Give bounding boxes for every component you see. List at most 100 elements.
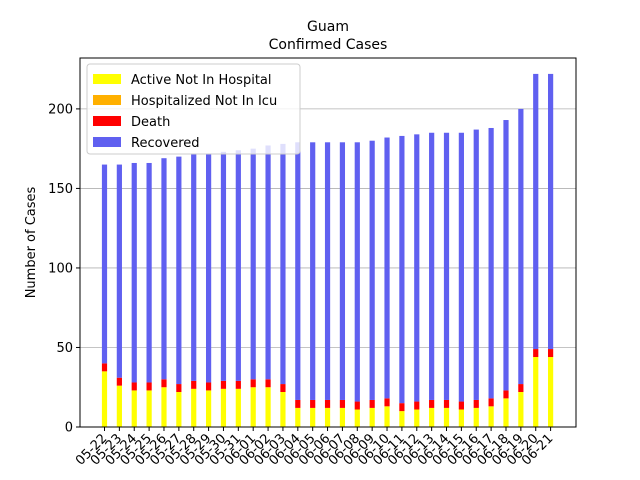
bar-segment <box>235 380 241 389</box>
bar-segment <box>220 388 227 427</box>
bar-segment <box>146 390 152 427</box>
y-tick-label: 100 <box>48 261 73 276</box>
bar-segment <box>533 73 539 350</box>
bar-segment <box>503 120 509 391</box>
bar-segment <box>295 399 301 408</box>
legend-swatch <box>93 74 121 84</box>
bar-segment <box>339 407 346 427</box>
bar-segment <box>443 399 450 408</box>
bar-segment <box>116 377 122 386</box>
legend-entry: Death <box>131 115 170 130</box>
bar-segment <box>205 390 212 427</box>
bar-segment <box>250 148 256 380</box>
bar-segment <box>384 406 390 427</box>
bar-segment <box>548 349 554 358</box>
bar-segment <box>176 392 182 427</box>
bar-segment <box>503 390 509 399</box>
y-tick-label: 50 <box>56 341 73 356</box>
bar-segment <box>399 411 405 427</box>
bar-segment <box>324 407 331 427</box>
legend-entry: Recovered <box>131 136 200 151</box>
bar-segment <box>220 380 227 389</box>
bar-segment <box>414 134 420 402</box>
bar-segment <box>488 127 494 399</box>
bar-segment <box>205 382 212 391</box>
bar-segment <box>414 401 420 410</box>
bar-segment <box>191 380 197 389</box>
y-tick-label: 0 <box>65 421 73 436</box>
bar-segment <box>518 108 524 385</box>
bar-segment <box>399 135 405 404</box>
legend-entry: Hospitalized Not In Icu <box>131 94 277 109</box>
bar-segment <box>101 371 108 427</box>
bar-segment <box>339 399 346 408</box>
bar-segment <box>548 357 554 427</box>
y-axis-label: Number of Cases <box>24 186 39 298</box>
bar-segment <box>191 153 197 381</box>
bar-segment <box>518 392 524 427</box>
bar-segment <box>414 409 420 427</box>
bar-segment <box>473 129 479 400</box>
bar-segment <box>235 150 241 381</box>
bar-segment <box>399 403 405 412</box>
bar-segment <box>473 407 479 427</box>
y-tick-label: 150 <box>48 182 73 197</box>
legend-entry: Active Not In Hospital <box>131 73 272 88</box>
bar-segment <box>176 384 182 393</box>
bar-segment <box>116 164 122 378</box>
bar-segment <box>191 388 197 427</box>
y-tick-label: 200 <box>48 102 73 117</box>
bar-segment <box>384 137 390 399</box>
bar-segment <box>429 407 435 427</box>
legend-swatch <box>93 137 121 147</box>
y-axis: 0 50 100 150 200 <box>48 102 80 436</box>
bar-segment <box>473 399 479 408</box>
bar-segment <box>443 132 450 400</box>
bar-segment <box>369 140 375 400</box>
bar-segment <box>324 142 331 400</box>
bar-segment <box>265 387 271 427</box>
bar-segment <box>443 407 450 427</box>
bar-segment <box>548 73 554 350</box>
bar-segment <box>235 388 241 427</box>
bar-segment <box>280 143 286 385</box>
bar-segment <box>250 379 256 388</box>
bar-segment <box>280 392 286 427</box>
legend-swatch <box>93 95 121 105</box>
bar-segment <box>339 142 346 400</box>
bar-segment <box>116 385 122 427</box>
legend-swatch <box>93 116 121 126</box>
chart-title: Guam <box>307 19 349 35</box>
bar-segment <box>369 407 375 427</box>
bar-segment <box>354 401 360 410</box>
bar-segment <box>310 407 316 427</box>
bar-segment <box>354 409 360 427</box>
bar-segment <box>503 398 509 427</box>
bar-segment <box>131 162 137 383</box>
bar-segment <box>458 409 464 427</box>
bar-segment <box>354 142 360 402</box>
bar-segment <box>384 398 390 407</box>
bar-segment <box>295 142 301 400</box>
chart-subtitle: Confirmed Cases <box>269 37 388 53</box>
bar-segment <box>429 399 435 408</box>
bar-segment <box>161 379 167 388</box>
bar-segment <box>101 363 108 372</box>
bar-segment <box>533 349 539 358</box>
bar-segment <box>458 401 464 410</box>
bar-segment <box>295 407 301 427</box>
bar-segment <box>131 382 137 391</box>
bar-segment <box>458 132 464 402</box>
legend-box <box>86 63 301 155</box>
bar-segment <box>101 164 108 364</box>
bar-segment <box>161 387 167 427</box>
bar-segment <box>146 162 152 383</box>
bar-segment <box>310 142 316 400</box>
bar-segment <box>280 384 286 393</box>
bar-segment <box>161 158 167 380</box>
x-axis: 05-2205-2305-2405-2505-2605-2705-2805-29… <box>73 427 556 469</box>
bar-segment <box>176 156 182 385</box>
bar-segment <box>131 390 137 427</box>
bar-segment <box>324 399 331 408</box>
bar-segment <box>488 398 494 407</box>
